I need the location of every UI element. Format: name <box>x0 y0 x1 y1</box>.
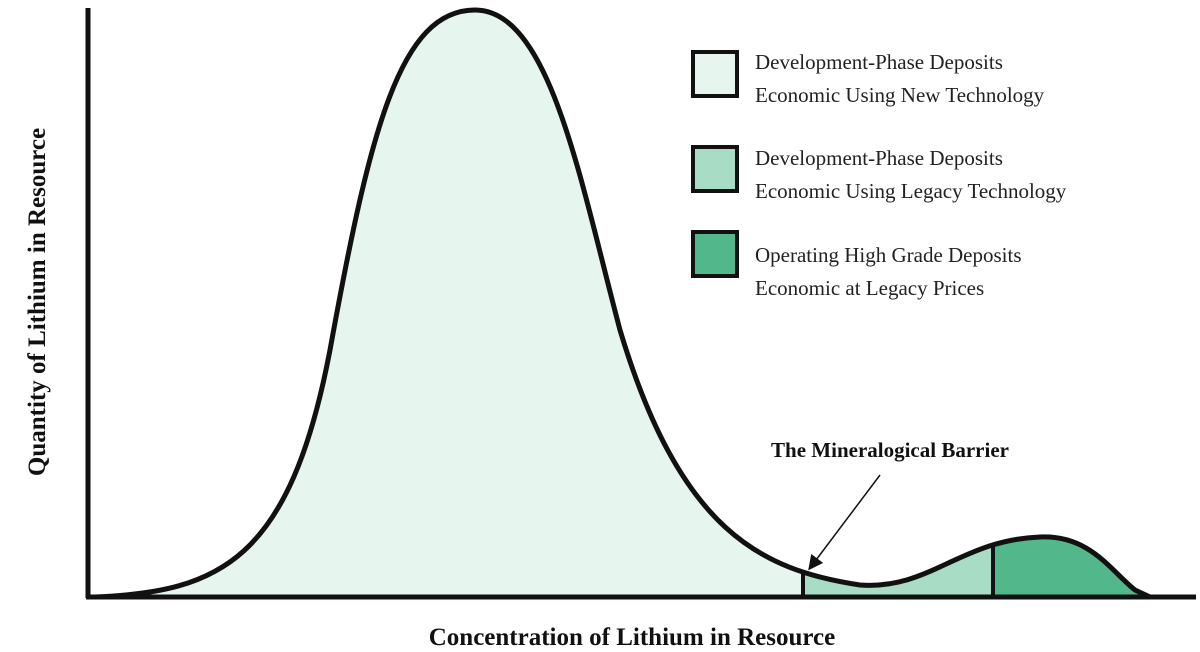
legend-text: Operating High Grade Deposits <box>755 243 1022 267</box>
y-axis-label: Quantity of Lithium in Resource <box>24 128 51 476</box>
legend-text: Economic Using Legacy Technology <box>755 179 1067 203</box>
region-new-tech <box>95 10 803 597</box>
annotation: The Mineralogical Barrier <box>771 438 1009 462</box>
distribution-curve <box>94 7 1152 600</box>
legend-text: Economic at Legacy Prices <box>755 276 984 300</box>
x-axis-label: Concentration of Lithium in Resource <box>429 624 835 651</box>
legend-swatch <box>691 230 739 278</box>
legend-swatch <box>691 50 739 98</box>
legend-text: Economic Using New Technology <box>755 83 1045 107</box>
legend-text: Development-Phase Deposits <box>755 50 1003 74</box>
annotation-arrow <box>808 474 881 571</box>
legend-swatch <box>691 145 739 193</box>
legend-text: Development-Phase Deposits <box>755 146 1003 170</box>
